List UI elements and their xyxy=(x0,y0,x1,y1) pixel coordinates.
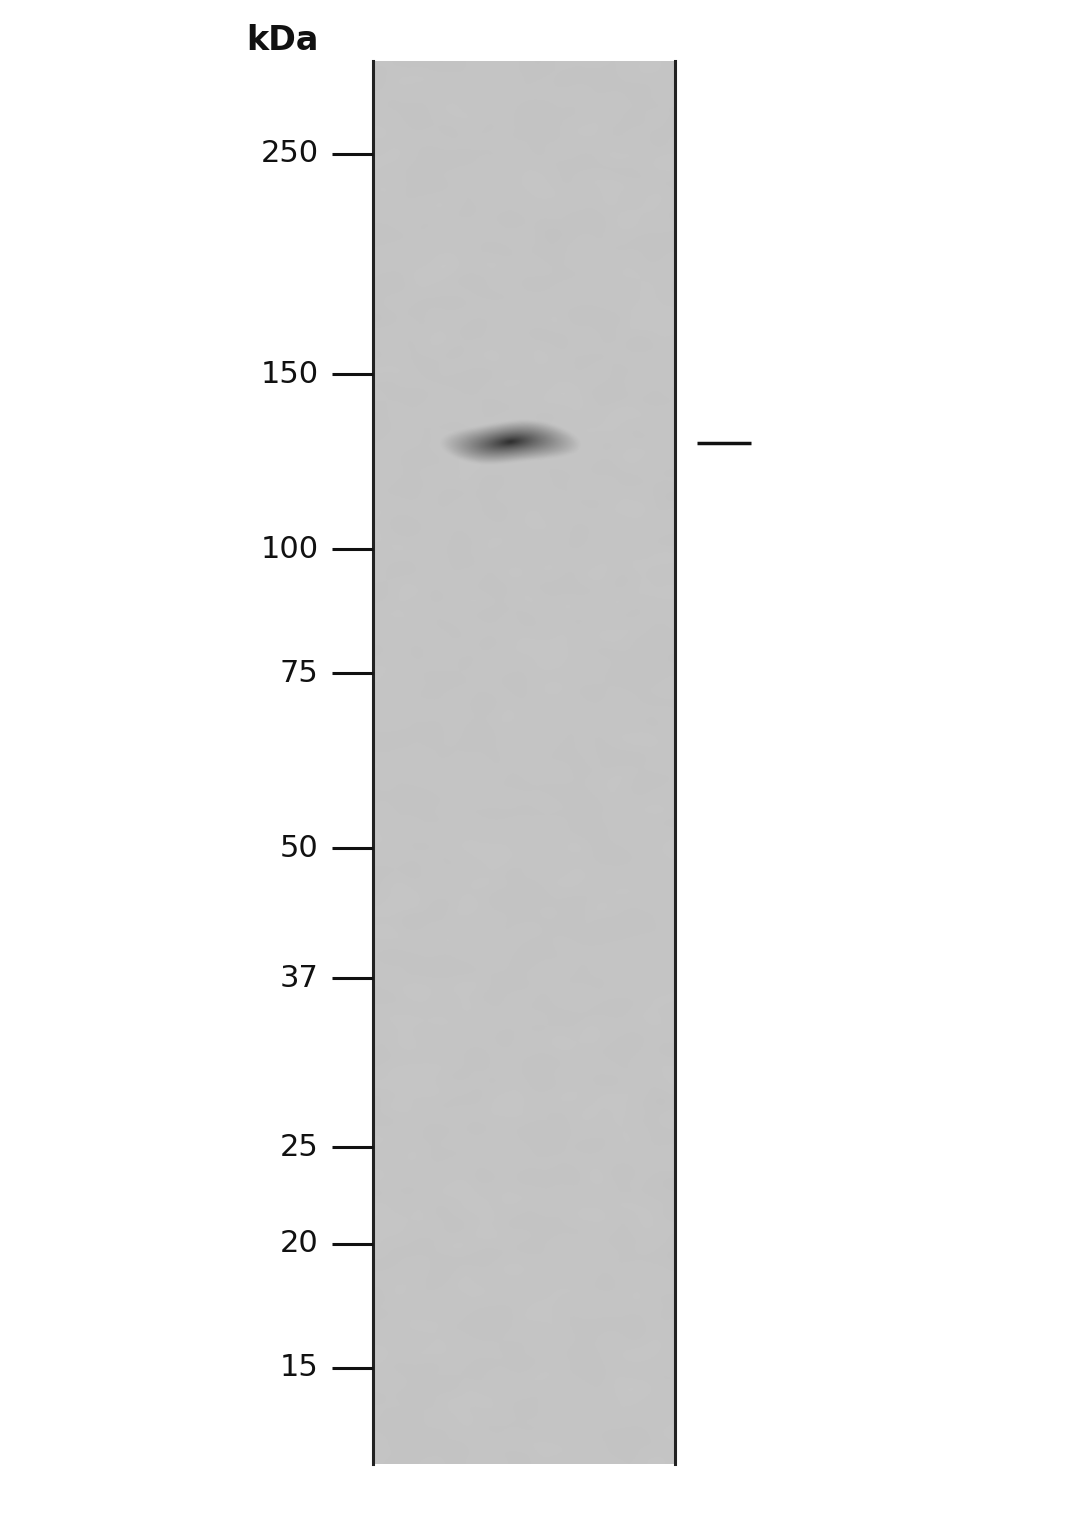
Text: kDa: kDa xyxy=(246,24,319,56)
Text: 150: 150 xyxy=(260,360,319,389)
Text: 25: 25 xyxy=(280,1133,319,1162)
Text: 250: 250 xyxy=(260,139,319,168)
Text: 75: 75 xyxy=(280,659,319,688)
Text: 20: 20 xyxy=(280,1229,319,1258)
Text: 100: 100 xyxy=(260,535,319,564)
Text: 50: 50 xyxy=(280,834,319,863)
Text: 37: 37 xyxy=(280,964,319,993)
Text: 15: 15 xyxy=(280,1353,319,1382)
